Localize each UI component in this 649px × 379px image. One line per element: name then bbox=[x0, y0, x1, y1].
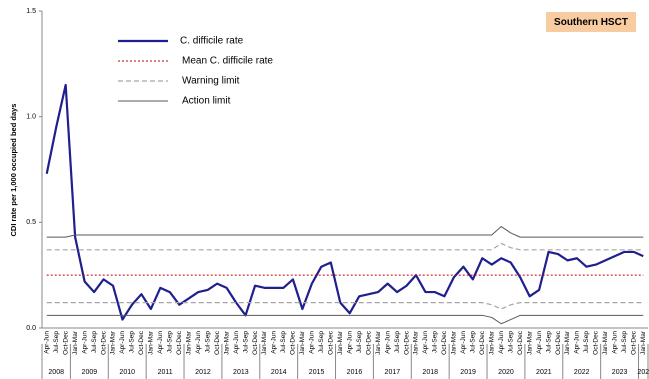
y-tick-label: 0.5 bbox=[26, 219, 36, 226]
x-tick-label: Apr-Jun bbox=[536, 331, 543, 354]
y-tick-label: 0.0 bbox=[26, 325, 36, 332]
series-line bbox=[46, 226, 644, 238]
x-tick-label: Jul-Sep bbox=[507, 331, 514, 353]
x-tick-label: Apr-Jun bbox=[346, 331, 353, 354]
x-tick-label: Oct-Dec bbox=[403, 330, 410, 355]
x-tick-label: Oct-Dec bbox=[365, 330, 372, 355]
x-tick-label: Jan-Mar bbox=[110, 330, 117, 355]
year-label: 2022 bbox=[574, 369, 590, 376]
badge-box bbox=[546, 12, 636, 32]
x-tick-label: Jan-Mar bbox=[640, 330, 647, 355]
x-tick-label: Apr-Jun bbox=[574, 331, 581, 354]
x-tick-label: Jan-Mar bbox=[564, 330, 571, 355]
x-tick-label: Oct-Dec bbox=[517, 330, 524, 355]
y-tick-label: 1.0 bbox=[26, 114, 36, 121]
series-line bbox=[45, 83, 644, 321]
series-line bbox=[46, 302, 644, 310]
x-tick-label: Apr-Jun bbox=[612, 331, 619, 354]
x-tick-label: Oct-Dec bbox=[441, 330, 448, 355]
x-tick-label: Oct-Dec bbox=[252, 330, 259, 355]
x-tick-label: Apr-Jun bbox=[157, 331, 164, 354]
x-tick-label: Jan-Mar bbox=[185, 330, 192, 355]
x-tick-label: Jul-Sep bbox=[432, 331, 439, 353]
x-tick-label: Apr-Jun bbox=[498, 331, 505, 354]
x-tick-label: Apr-Jun bbox=[422, 331, 429, 354]
x-tick-label: Jul-Sep bbox=[621, 331, 628, 353]
y-tick-label: 1.5 bbox=[26, 8, 36, 15]
x-tick-label: Jan-Mar bbox=[602, 330, 609, 355]
x-tick-label: Apr-Jun bbox=[460, 331, 467, 354]
x-tick-label: Oct-Dec bbox=[214, 330, 221, 355]
y-axis-label: CDI rate per 1,000 occupied bed days bbox=[9, 104, 18, 237]
x-tick-label: Jul-Sep bbox=[356, 331, 363, 353]
x-tick-label: Oct-Dec bbox=[479, 330, 486, 355]
legend-label: Mean C. difficile rate bbox=[182, 56, 273, 67]
year-label: 2020 bbox=[498, 369, 514, 376]
x-tick-label: Jul-Sep bbox=[91, 331, 98, 353]
x-tick-label: Jul-Sep bbox=[167, 331, 174, 353]
series-line bbox=[46, 242, 644, 251]
x-tick-label: Jan-Mar bbox=[261, 330, 268, 355]
year-label: 2018 bbox=[422, 369, 438, 376]
x-tick-label: Jul-Sep bbox=[280, 331, 287, 353]
x-tick-label: Oct-Dec bbox=[176, 330, 183, 355]
x-tick-label: Oct-Dec bbox=[593, 330, 600, 355]
x-tick-label: Apr-Jun bbox=[43, 331, 50, 354]
x-tick-label: Jul-Sep bbox=[545, 331, 552, 353]
year-label: 2013 bbox=[233, 369, 249, 376]
x-tick-label: Jul-Sep bbox=[242, 331, 249, 353]
year-label: 2008 bbox=[48, 369, 64, 376]
x-tick-label: Oct-Dec bbox=[290, 330, 297, 355]
x-tick-label: Oct-Dec bbox=[631, 330, 638, 355]
x-tick-label: Jan-Mar bbox=[375, 330, 382, 355]
badge: Southern HSCT bbox=[554, 17, 628, 28]
x-tick-label: Oct-Dec bbox=[328, 330, 335, 355]
x-tick-label: Jul-Sep bbox=[318, 331, 325, 353]
x-tick-label: Apr-Jun bbox=[384, 331, 391, 354]
x-tick-label: Oct-Dec bbox=[62, 330, 69, 355]
year-label: 2014 bbox=[271, 369, 287, 376]
x-tick-label: Jan-Mar bbox=[488, 330, 495, 355]
x-tick-label: Jan-Mar bbox=[223, 330, 230, 355]
x-tick-label: Jan-Mar bbox=[413, 330, 420, 355]
x-tick-label: Jan-Mar bbox=[337, 330, 344, 355]
year-label: 2021 bbox=[536, 369, 552, 376]
x-tick-label: Jul-Sep bbox=[53, 331, 60, 353]
year-label: 2016 bbox=[347, 369, 363, 376]
year-label: 202 bbox=[637, 369, 649, 376]
x-tick-label: Apr-Jun bbox=[233, 331, 240, 354]
x-tick-label: Jan-Mar bbox=[451, 330, 458, 355]
legend-label: Action limit bbox=[182, 96, 231, 107]
legend-label: C. difficile rate bbox=[180, 36, 244, 47]
x-tick-label: Jul-Sep bbox=[470, 331, 477, 353]
legend-label: Warning limit bbox=[182, 76, 240, 87]
year-label: 2009 bbox=[82, 369, 98, 376]
x-tick-label: Jul-Sep bbox=[129, 331, 136, 353]
year-label: 2023 bbox=[612, 369, 628, 376]
x-tick-label: Jul-Sep bbox=[394, 331, 401, 353]
x-tick-label: Oct-Dec bbox=[555, 330, 562, 355]
x-tick-label: Apr-Jun bbox=[309, 331, 316, 354]
x-tick-label: Apr-Jun bbox=[119, 331, 126, 354]
x-tick-label: Apr-Jun bbox=[195, 331, 202, 354]
year-label: 2019 bbox=[460, 369, 476, 376]
year-label: 2015 bbox=[309, 369, 325, 376]
series-line bbox=[46, 314, 644, 325]
x-tick-label: Jan-Mar bbox=[526, 330, 533, 355]
x-tick-label: Apr-Jun bbox=[81, 331, 88, 354]
year-label: 2017 bbox=[385, 369, 401, 376]
x-tick-label: Jan-Mar bbox=[299, 330, 306, 355]
x-tick-label: Jul-Sep bbox=[583, 331, 590, 353]
x-tick-label: Jul-Sep bbox=[204, 331, 211, 353]
year-label: 2010 bbox=[119, 369, 135, 376]
x-tick-label: Apr-Jun bbox=[271, 331, 278, 354]
x-tick-label: Jan-Mar bbox=[72, 330, 79, 355]
x-tick-label: Oct-Dec bbox=[100, 330, 107, 355]
x-tick-label: Oct-Dec bbox=[138, 330, 145, 355]
year-label: 2012 bbox=[195, 369, 211, 376]
x-tick-label: Jan-Mar bbox=[148, 330, 155, 355]
year-label: 2011 bbox=[158, 369, 173, 376]
